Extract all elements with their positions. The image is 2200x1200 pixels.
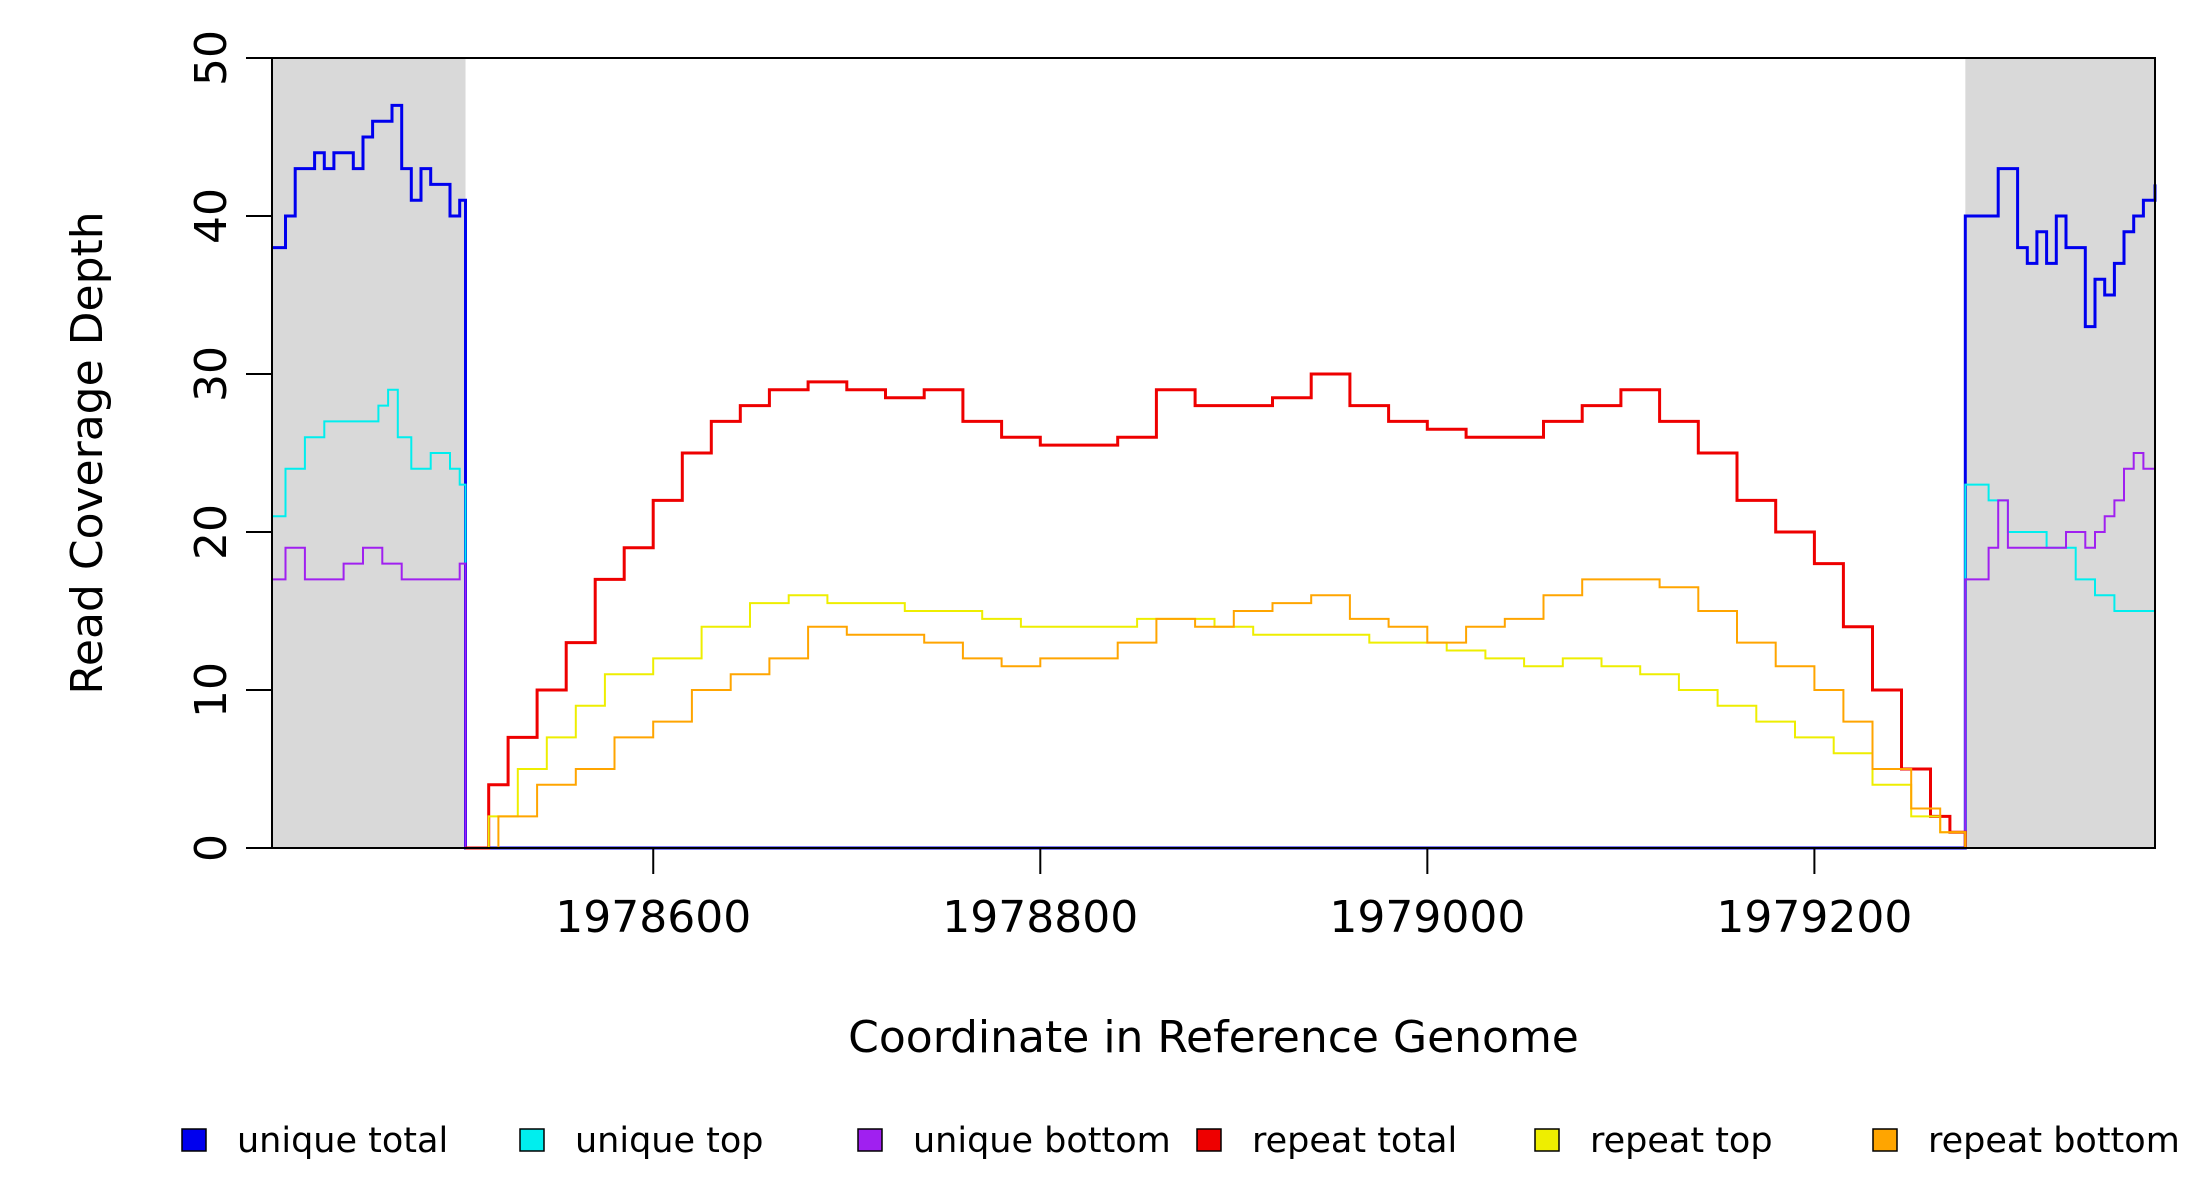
shaded-region-2 [1965,58,2155,848]
legend-swatch-unique-bottom [857,1128,883,1152]
y-tick-label: 10 [186,662,237,718]
legend-label-repeat-bottom: repeat bottom [1928,1121,2180,1161]
legend-swatch-unique-total [181,1128,207,1152]
x-tick-label: 1978600 [555,892,751,943]
x-axis-title: Coordinate in Reference Genome [848,1012,1579,1063]
y-axis: 0 10 20 30 40 50 [186,30,272,862]
legend-label-unique-bottom: unique bottom [913,1121,1171,1161]
legend-swatch-repeat-total [1196,1128,1222,1152]
series-line-unique-total [272,103,2157,850]
y-axis-title: Read Coverage Depth [62,211,113,694]
series-line-repeat-bottom [465,578,1967,849]
legend-swatch-unique-top [519,1128,545,1152]
series-line-repeat-total [465,372,1967,850]
x-tick-label: 1979000 [1329,892,1525,943]
legend-swatch-repeat-bottom [1872,1128,1898,1152]
y-tick-label: 0 [186,834,237,862]
x-tick-label: 1978800 [942,892,1138,943]
series-lines [272,103,2157,850]
legend-label-repeat-total: repeat total [1252,1121,1457,1161]
y-tick-label: 50 [186,30,237,86]
x-tick-label: 1979200 [1716,892,1912,943]
legend-label-repeat-top: repeat top [1590,1121,1773,1161]
y-tick-label: 40 [186,188,237,244]
legend: unique total unique top unique bottom repea… [181,1121,2180,1161]
legend-swatch-repeat-top [1534,1128,1560,1152]
y-tick-label: 30 [186,346,237,402]
series-line-unique-bottom [272,437,2156,849]
x-axis: 1978600 1978800 1979000 1979200 [555,848,1912,943]
plot-frame [271,57,2156,849]
series-line-repeat-top [465,594,1967,849]
legend-label-unique-total: unique total [237,1121,448,1161]
y-tick-label: 20 [186,504,237,560]
series-line-unique-top [272,388,2155,849]
legend-label-unique-top: unique top [575,1121,764,1161]
